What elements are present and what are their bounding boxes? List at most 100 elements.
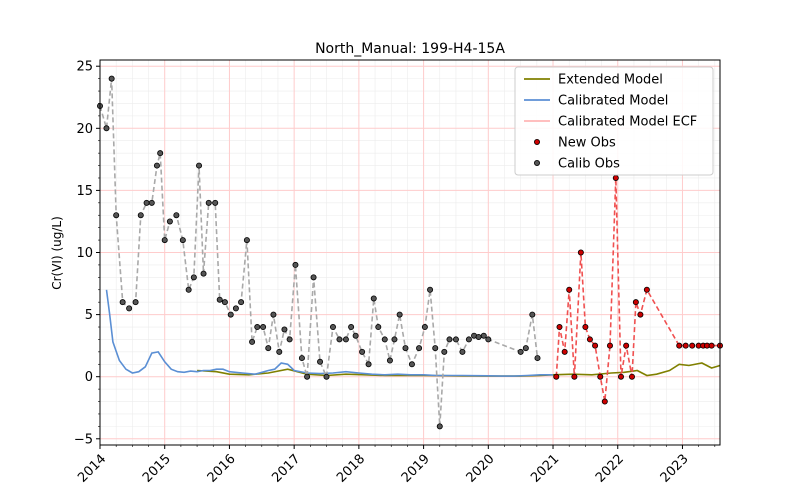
data-point-new-obs [577, 249, 584, 256]
data-point-calib-obs [408, 361, 415, 368]
data-point-calib-obs [281, 326, 288, 333]
data-point-new-obs [632, 299, 639, 306]
data-point-calib-obs [416, 345, 423, 352]
data-point-calib-obs [103, 125, 110, 132]
series-layer [97, 75, 724, 430]
x-tick-label: 2017 [269, 452, 303, 486]
data-point-new-obs [586, 336, 593, 343]
data-point-calib-obs [298, 355, 305, 362]
data-point-calib-obs [200, 270, 207, 277]
series-line-calibrated-model [105, 289, 553, 377]
legend-box [514, 66, 714, 176]
data-point-calib-obs [480, 332, 487, 339]
data-point-new-obs [597, 373, 604, 380]
data-point-calib-obs [161, 237, 168, 244]
y-tick-label: 10 [76, 246, 93, 261]
data-point-calib-obs [276, 348, 283, 355]
data-point-calib-obs [153, 162, 160, 169]
data-point-new-obs [628, 373, 635, 380]
data-point-calib-obs [113, 212, 120, 219]
data-point-calib-obs [352, 332, 359, 339]
data-point-calib-obs [370, 295, 377, 302]
data-point-calib-obs [375, 324, 382, 331]
data-point-calib-obs [232, 305, 239, 312]
data-point-calib-obs [270, 311, 277, 318]
x-tick-label: 2021 [528, 452, 562, 486]
data-point-calib-obs [196, 162, 203, 169]
data-point-new-obs [676, 342, 683, 349]
data-point-calib-obs [522, 345, 529, 352]
data-point-calib-obs [148, 199, 155, 206]
data-point-calib-obs [475, 333, 482, 340]
x-tick-label: 2020 [464, 452, 498, 486]
grid [99, 60, 720, 445]
data-point-calib-obs [108, 75, 115, 82]
series-line-extended-model [197, 362, 721, 377]
data-point-calib-obs [179, 237, 186, 244]
data-point-calib-obs [304, 373, 311, 380]
y-tick-label: 0 [85, 370, 93, 385]
data-point-calib-obs [227, 311, 234, 318]
y-tick-label: 15 [76, 184, 93, 199]
y-tick-label: 5 [85, 308, 93, 323]
data-point-new-obs [606, 342, 613, 349]
data-point-new-obs [623, 342, 630, 349]
data-point-calib-obs [432, 345, 439, 352]
y-tick-label: −5 [74, 432, 93, 447]
y-tick-label: 25 [76, 60, 93, 75]
x-tick-label: 2023 [658, 452, 692, 486]
data-point-new-obs [566, 286, 573, 293]
data-point-calib-obs [216, 296, 223, 303]
data-point-calib-obs [249, 338, 256, 345]
data-point-calib-obs [292, 261, 299, 268]
data-point-calib-obs [254, 324, 261, 331]
data-point-calib-obs [137, 212, 144, 219]
data-point-new-obs [571, 373, 578, 380]
data-point-calib-obs [260, 324, 267, 331]
data-point-calib-obs [265, 345, 272, 352]
data-point-new-obs [553, 373, 560, 380]
data-point-calib-obs [185, 286, 192, 293]
data-point-calib-obs [166, 218, 173, 225]
data-point-calib-obs [396, 311, 403, 318]
legend-marker-calib-obs [534, 159, 541, 166]
data-point-calib-obs [317, 358, 324, 365]
data-point-calib-obs [212, 199, 219, 206]
data-point-calib-obs [529, 311, 536, 318]
data-point-calib-obs [391, 336, 398, 343]
data-point-calib-obs [310, 274, 317, 281]
x-tick-label: 2018 [334, 452, 368, 486]
data-point-calib-obs [427, 286, 434, 293]
data-point-calib-obs [485, 336, 492, 343]
data-point-new-obs [561, 348, 568, 355]
data-point-calib-obs [459, 348, 466, 355]
data-point-calib-obs [329, 324, 336, 331]
data-point-calib-obs [243, 237, 250, 244]
data-point-new-obs [601, 398, 608, 405]
data-point-calib-obs [436, 423, 443, 430]
data-point-calib-obs [221, 299, 228, 306]
data-point-calib-obs [126, 305, 133, 312]
data-point-calib-obs [342, 336, 349, 343]
data-point-calib-obs [157, 150, 164, 157]
data-point-calib-obs [441, 348, 448, 355]
data-point-calib-obs [173, 212, 180, 219]
data-point-calib-obs [421, 324, 428, 331]
data-point-new-obs [556, 324, 563, 331]
data-point-calib-obs [190, 274, 197, 281]
data-point-calib-obs [402, 345, 409, 352]
legend-marker-new-obs [534, 138, 541, 145]
data-point-calib-obs [386, 357, 393, 364]
data-point-calib-obs [452, 336, 459, 343]
data-point-calib-obs [365, 361, 372, 368]
x-tick-label: 2014 [75, 452, 109, 486]
data-point-new-obs [592, 342, 599, 349]
legend-label-new-obs: New Obs [558, 136, 616, 151]
y-axis-label: Cr(VI) (ug/L) [50, 216, 64, 290]
chart-title: North_Manual: 199-H4-15A [315, 41, 505, 57]
data-point-calib-obs [465, 336, 472, 343]
x-tick-label: 2015 [140, 452, 174, 486]
y-tick-label: 20 [76, 122, 93, 137]
data-point-calib-obs [359, 348, 366, 355]
